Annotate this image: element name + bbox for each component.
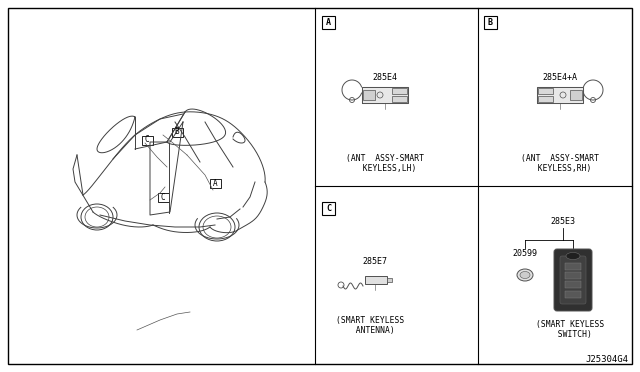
Text: SWITCH): SWITCH) — [548, 330, 592, 340]
Text: C: C — [161, 192, 165, 202]
Text: 285E4: 285E4 — [372, 73, 397, 81]
Text: A: A — [326, 18, 331, 27]
Text: KEYLESS,RH): KEYLESS,RH) — [528, 164, 592, 173]
Text: J25304G4: J25304G4 — [585, 356, 628, 365]
Text: 20599: 20599 — [513, 250, 538, 259]
Bar — [387, 278, 392, 282]
Text: C: C — [326, 204, 331, 213]
Bar — [363, 90, 375, 100]
Text: (ANT  ASSY-SMART: (ANT ASSY-SMART — [521, 154, 599, 163]
FancyBboxPatch shape — [554, 249, 592, 311]
Bar — [565, 272, 581, 279]
Text: 285E3: 285E3 — [550, 218, 575, 227]
Bar — [172, 128, 182, 137]
Text: A: A — [212, 179, 218, 187]
Bar — [141, 135, 152, 144]
Text: (SMART KEYLESS: (SMART KEYLESS — [536, 321, 604, 330]
Bar — [538, 88, 553, 94]
Ellipse shape — [566, 253, 580, 260]
Bar — [565, 280, 581, 288]
Bar — [538, 96, 553, 102]
Bar — [209, 179, 221, 187]
Text: C: C — [145, 135, 149, 144]
Text: ANTENNA): ANTENNA) — [346, 326, 394, 334]
Bar — [570, 90, 582, 100]
Ellipse shape — [520, 272, 530, 279]
Text: 285E4+A: 285E4+A — [543, 73, 577, 81]
Text: B: B — [175, 128, 179, 137]
FancyBboxPatch shape — [560, 256, 586, 304]
Bar — [484, 16, 497, 29]
Polygon shape — [537, 87, 583, 103]
Bar — [157, 192, 168, 202]
Text: 285E7: 285E7 — [362, 257, 387, 266]
Bar — [565, 263, 581, 269]
Polygon shape — [362, 87, 408, 103]
Ellipse shape — [517, 269, 533, 281]
Text: (ANT  ASSY-SMART: (ANT ASSY-SMART — [346, 154, 424, 163]
Bar — [322, 16, 335, 29]
Text: B: B — [488, 18, 493, 27]
Bar — [565, 291, 581, 298]
Bar — [392, 88, 407, 94]
Text: KEYLESS,LH): KEYLESS,LH) — [353, 164, 417, 173]
Bar — [392, 96, 407, 102]
Bar — [322, 202, 335, 215]
Bar — [365, 276, 387, 284]
Text: (SMART KEYLESS: (SMART KEYLESS — [336, 315, 404, 324]
